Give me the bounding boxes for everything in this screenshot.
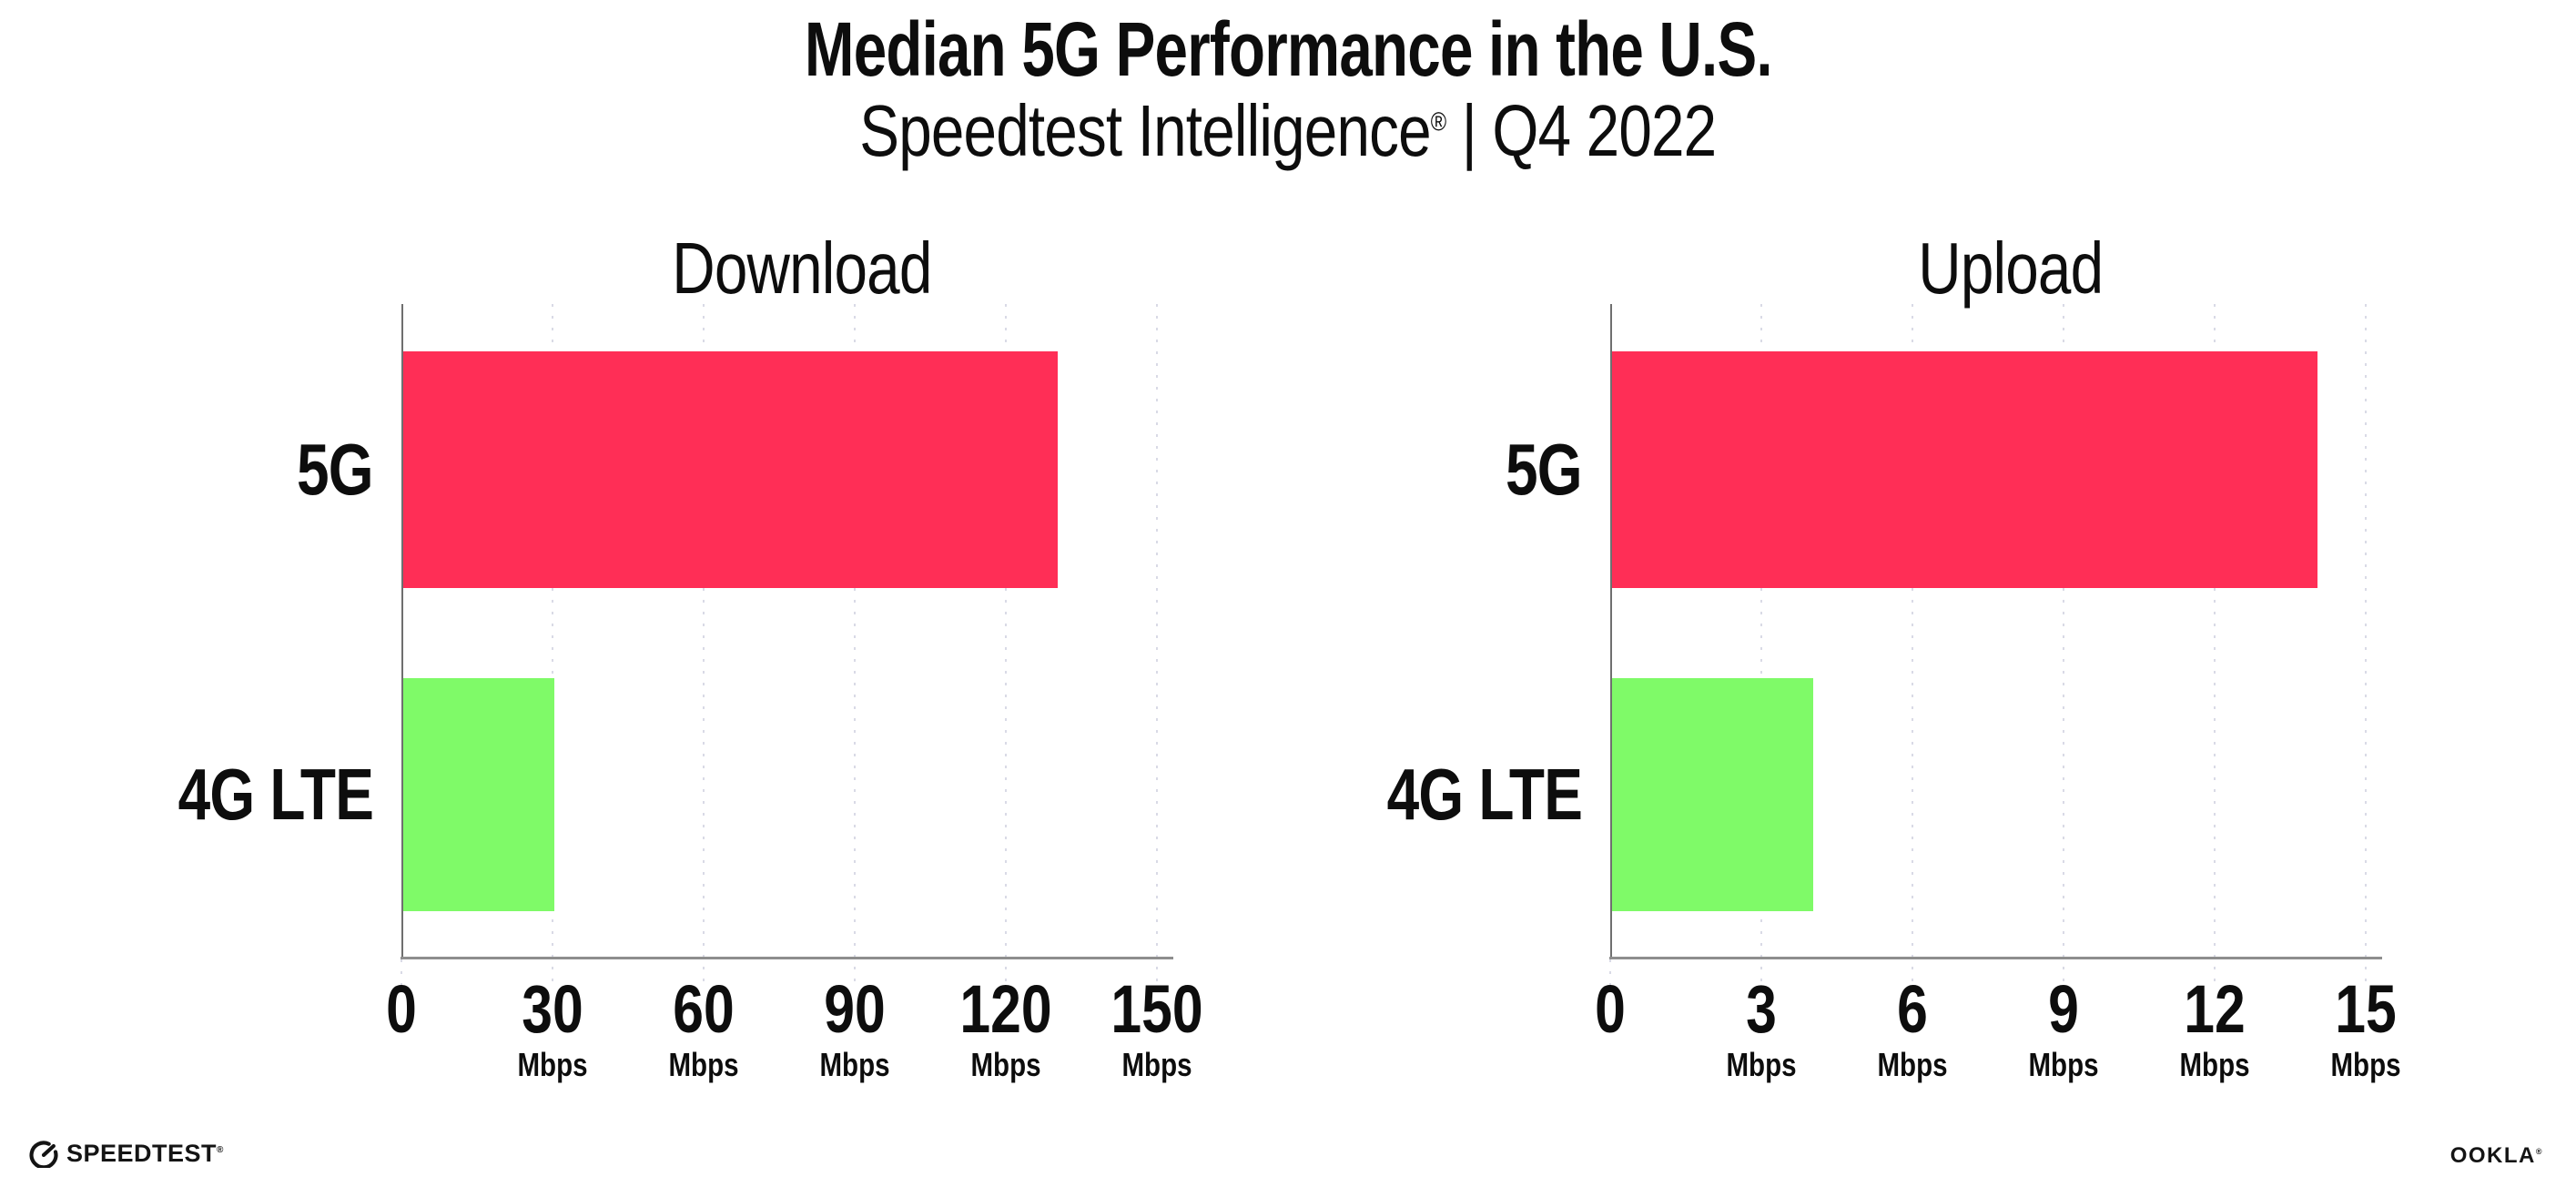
speedtest-logo: SPEEDTEST® [29, 1137, 224, 1170]
subtitle-separator: | [1445, 90, 1493, 171]
ookla-wordmark: OOKLA [2449, 1143, 2536, 1168]
download-x-axis [401, 957, 1173, 959]
upload-xtick-6: 6 Mbps [1877, 971, 1948, 1083]
upload-xtick-9: 9 Mbps [2028, 971, 2099, 1083]
ookla-logo: OOKLA® [2450, 1145, 2543, 1167]
upload-x-axis [1609, 957, 2382, 959]
download-chart-title: Download [672, 228, 932, 309]
upload-tick-0 [1609, 959, 1611, 987]
upload-gridline-15 [2365, 304, 2367, 985]
page-subtitle-text: Speedtest Intelligence® | Q4 2022 [859, 90, 1718, 171]
upload-gridline-6 [1912, 304, 1913, 985]
download-xtick-30: 30 Mbps [517, 971, 588, 1083]
upload-xtick-12: 12 Mbps [2179, 971, 2250, 1083]
speedtest-registered-icon: ® [217, 1144, 224, 1155]
download-xtick-90: 90 Mbps [819, 971, 890, 1083]
download-y-axis [401, 304, 403, 957]
upload-xtick-0: 0 [1595, 971, 1626, 1047]
upload-5g-bar [1612, 351, 2317, 588]
upload-xtick-3: 3 Mbps [1726, 971, 1797, 1083]
upload-gridline-9 [2063, 304, 2064, 985]
upload-category-4g-lte: 4G LTE [1386, 754, 1583, 835]
download-tick-0 [401, 959, 402, 987]
download-xtick-150: 150 Mbps [1111, 971, 1203, 1083]
download-5g-bar [403, 351, 1058, 588]
upload-y-axis [1610, 304, 1612, 957]
page-subtitle: Speedtest Intelligence® | Q4 2022 [0, 91, 2576, 171]
registered-mark-icon: ® [1430, 107, 1446, 137]
download-xtick-60: 60 Mbps [668, 971, 739, 1083]
download-gridline-150 [1156, 304, 1158, 985]
download-category-5g: 5G [297, 429, 374, 510]
download-gridline-30 [552, 304, 553, 985]
upload-xtick-15: 15 Mbps [2330, 971, 2401, 1083]
page-title-text: Median 5G Performance in the U.S. [804, 6, 1773, 92]
download-4g-lte-bar [403, 678, 554, 911]
upload-chart-title: Upload [1918, 228, 2104, 309]
speedtest-gauge-icon [29, 1141, 58, 1168]
download-gridline-90 [854, 304, 856, 985]
upload-category-5g: 5G [1506, 429, 1583, 510]
ookla-registered-icon: ® [2535, 1147, 2543, 1156]
download-category-4g-lte: 4G LTE [177, 754, 374, 835]
download-xtick-120: 120 Mbps [959, 971, 1052, 1083]
speedtest-wordmark: SPEEDTEST® [66, 1139, 224, 1167]
page-title: Median 5G Performance in the U.S. [0, 7, 2576, 91]
download-xtick-0: 0 [386, 971, 417, 1047]
upload-gridline-3 [1760, 304, 1762, 985]
upload-gridline-12 [2214, 304, 2216, 985]
download-gridline-120 [1005, 304, 1007, 985]
upload-4g-lte-bar [1612, 678, 1813, 911]
subtitle-brand: Speedtest Intelligence [859, 90, 1431, 171]
download-gridline-60 [703, 304, 705, 985]
subtitle-period: Q4 2022 [1492, 90, 1718, 171]
